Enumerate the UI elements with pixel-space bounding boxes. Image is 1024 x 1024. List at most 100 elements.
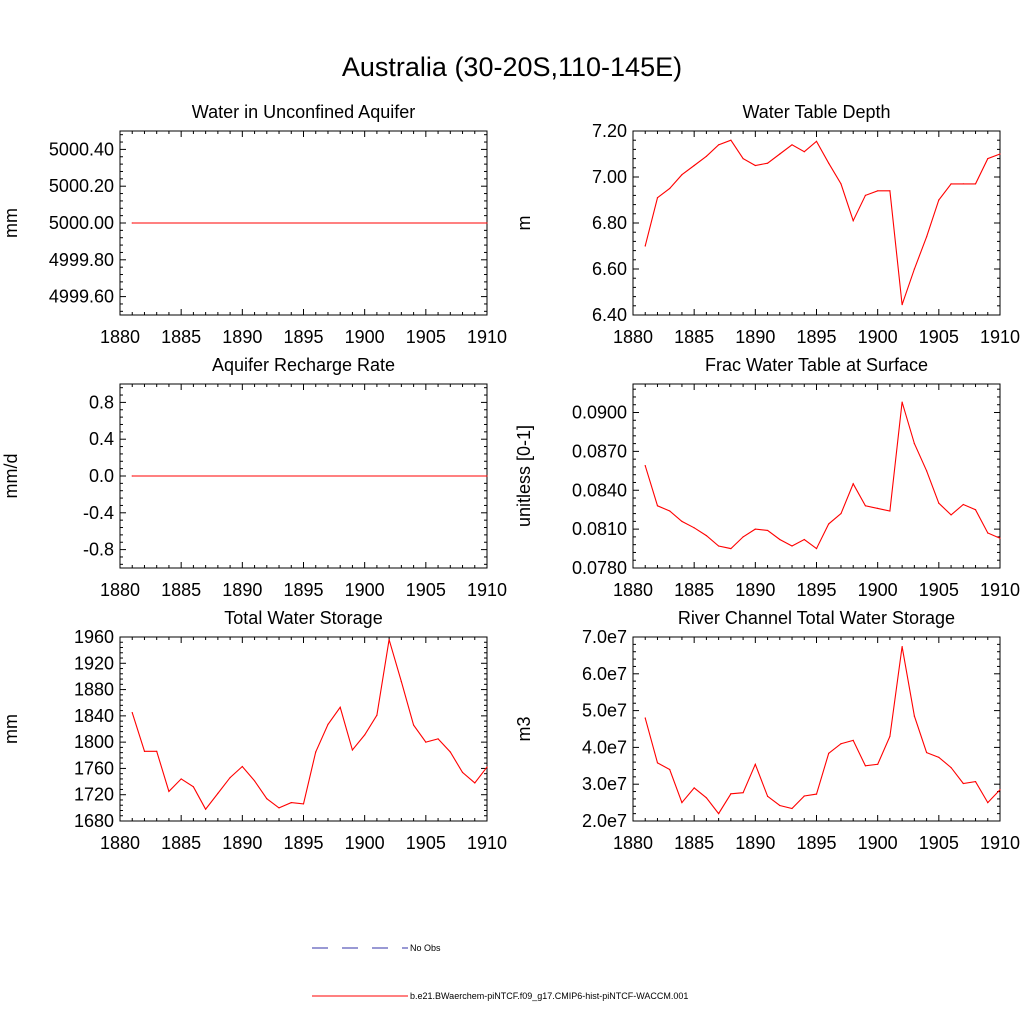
x-tick-label: 1885 <box>674 833 714 853</box>
y-axis-label: mm/d <box>1 454 21 499</box>
data-point <box>302 803 305 805</box>
data-point <box>779 153 781 155</box>
data-point <box>828 752 830 754</box>
data-point <box>950 514 952 516</box>
data-point <box>241 765 243 768</box>
chart-title: Aquifer Recharge Rate <box>212 355 395 375</box>
data-point <box>926 751 928 754</box>
data-point <box>669 187 671 190</box>
data-point <box>705 155 708 157</box>
data-point <box>290 802 292 804</box>
y-axis-label: m3 <box>514 716 534 741</box>
data-point <box>474 782 476 784</box>
x-tick-label: 1905 <box>406 327 446 347</box>
y-tick-label: 6.40 <box>592 305 627 325</box>
data-point <box>999 153 1001 155</box>
x-tick-label: 1880 <box>613 327 653 347</box>
chart-panel: River Channel Total Water Storage m3 1880 1… <box>514 608 1020 853</box>
data-point <box>987 532 989 534</box>
data-point <box>656 505 659 507</box>
data-point <box>742 536 744 538</box>
data-point <box>926 470 928 472</box>
data-point <box>730 793 732 795</box>
data-point <box>315 751 317 753</box>
data-point <box>815 793 818 795</box>
data-point <box>999 789 1001 791</box>
data-point <box>803 795 805 797</box>
x-tick-label: 1885 <box>161 580 201 600</box>
data-point <box>779 804 781 807</box>
data-point <box>669 768 671 771</box>
x-tick-label: 1890 <box>735 833 775 853</box>
x-tick-label: 1885 <box>674 580 714 600</box>
data-point <box>461 771 464 773</box>
data-point <box>437 738 439 740</box>
x-tick-label: 1895 <box>283 580 323 600</box>
data-point <box>693 787 695 789</box>
y-tick-label: 3.0e7 <box>582 774 627 794</box>
data-point <box>987 802 989 804</box>
figure-title: Australia (30-20S,110-145E) <box>341 52 683 82</box>
data-point <box>644 465 646 467</box>
data-point <box>766 529 769 532</box>
y-tick-label: 4999.80 <box>49 250 114 270</box>
y-tick-label: 1720 <box>74 785 114 805</box>
data-point <box>962 183 964 185</box>
data-point <box>681 174 683 176</box>
y-axis-label: mm <box>1 714 21 744</box>
data-point <box>730 547 732 550</box>
chart-panels: Water in Unconfined Aquifer mm 1880 1885 189… <box>1 102 1020 853</box>
data-point <box>131 475 133 477</box>
data-point <box>718 545 720 547</box>
chart-panel: Water Table Depth m 1880 1885 1890 1895 1900 19… <box>514 102 1020 347</box>
data-point <box>192 786 194 788</box>
x-tick-label: 1885 <box>674 327 714 347</box>
x-tick-label: 1895 <box>283 833 323 853</box>
x-tick-label: 1905 <box>919 327 959 347</box>
chart-title: River Channel Total Water Storage <box>678 608 955 628</box>
x-tick-label: 1905 <box>406 580 446 600</box>
data-point <box>376 714 378 716</box>
legend: No Obs b.e21.BWaerchem-piNTCF.f09_g17.CM… <box>312 943 688 1001</box>
data-point <box>938 502 940 504</box>
data-point <box>864 505 867 507</box>
data-point <box>962 503 964 506</box>
data-point <box>877 763 879 765</box>
data-point <box>131 711 133 714</box>
data-point <box>644 245 646 247</box>
legend-obs-label: No Obs <box>410 943 441 953</box>
series-line <box>131 639 488 811</box>
x-tick-label: 1880 <box>100 580 140 600</box>
data-point <box>852 483 854 485</box>
x-tick-label: 1910 <box>980 327 1020 347</box>
x-tick-label: 1895 <box>796 833 836 853</box>
chart-panel: Frac Water Table at Surface unitless [0-1… <box>514 355 1020 600</box>
data-point <box>754 763 756 765</box>
y-tick-label: 1800 <box>74 732 114 752</box>
data-point <box>754 164 756 167</box>
data-point <box>730 139 732 141</box>
data-point <box>143 750 146 752</box>
data-point <box>913 715 915 717</box>
legend-model-label: b.e21.BWaerchem-piNTCF.f09_g17.CMIP6-his… <box>410 991 688 1001</box>
data-point <box>999 537 1001 539</box>
y-tick-label: 4.0e7 <box>582 737 627 757</box>
data-point <box>938 756 940 758</box>
data-point <box>742 158 744 160</box>
data-point <box>156 750 158 752</box>
data-point <box>926 236 928 238</box>
data-point <box>987 158 989 160</box>
data-point <box>791 545 793 547</box>
y-tick-label: 1680 <box>74 811 114 831</box>
x-tick-label: 1890 <box>222 833 262 853</box>
series-line <box>644 401 1001 550</box>
data-point <box>962 782 964 785</box>
data-point <box>266 798 268 800</box>
y-tick-label: 0.0 <box>89 466 114 486</box>
data-point <box>131 222 133 224</box>
x-tick-label: 1910 <box>980 580 1020 600</box>
data-point <box>974 509 977 511</box>
y-tick-label: 5000.00 <box>49 213 114 233</box>
x-tick-label: 1910 <box>467 580 507 600</box>
